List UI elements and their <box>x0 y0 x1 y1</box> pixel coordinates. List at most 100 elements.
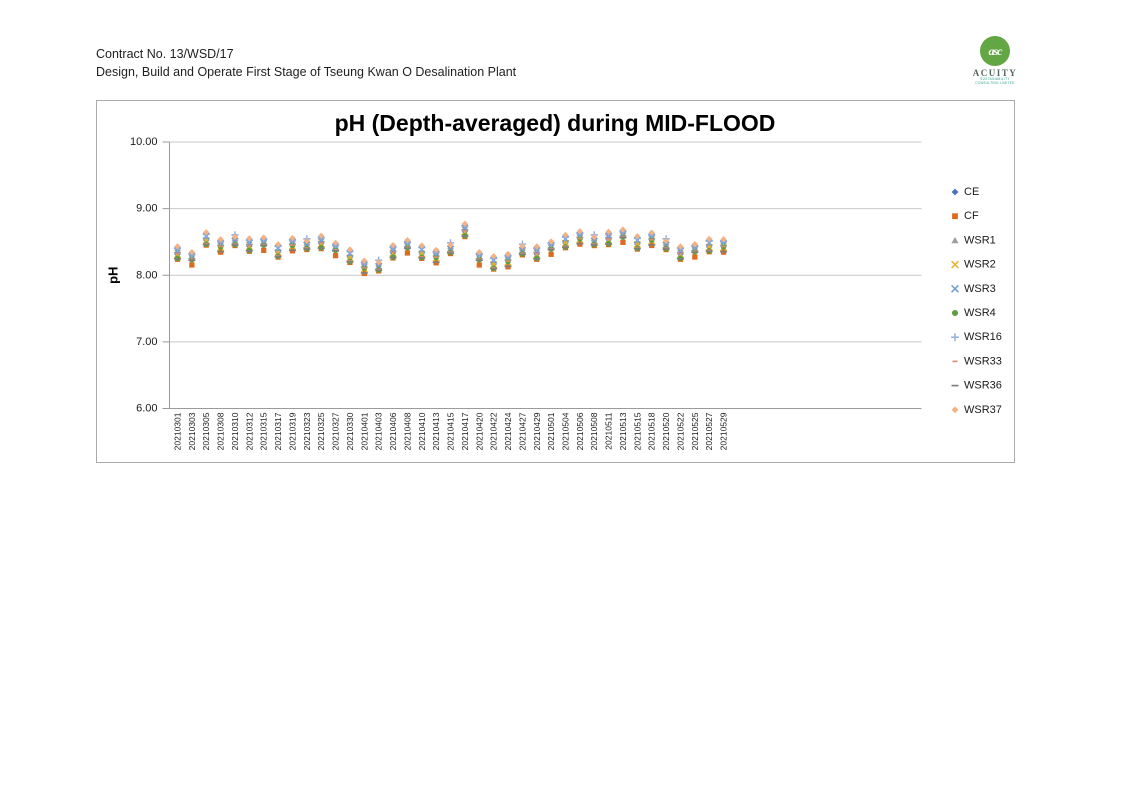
x-tick-label: 20210303 <box>187 412 197 450</box>
x-tick-label: 20210508 <box>589 412 599 450</box>
data-point <box>433 246 440 254</box>
legend-item: WSR37 <box>951 404 1002 416</box>
data-point <box>231 233 239 241</box>
legend-label: WSR33 <box>964 355 1002 367</box>
data-point <box>246 235 253 242</box>
data-point <box>620 239 626 245</box>
data-point <box>591 233 598 241</box>
y-axis-title: pH <box>106 267 121 284</box>
x-tick-label: 20210527 <box>704 412 714 450</box>
legend-label: WSR1 <box>964 234 996 246</box>
x-tick-label: 20210301 <box>173 412 183 450</box>
data-point <box>361 257 368 264</box>
x-tick-label: 20210424 <box>503 412 513 450</box>
y-tick-label: 7.00 <box>136 336 157 348</box>
x-tick-label: 20210513 <box>618 412 628 450</box>
data-point <box>691 241 698 248</box>
legend-item: CF <box>952 210 979 222</box>
x-tick-label: 20210403 <box>374 412 384 450</box>
legend-label: WSR37 <box>964 404 1002 416</box>
data-point <box>404 250 411 256</box>
x-tick-label: 20210520 <box>661 412 671 450</box>
x-tick-label: 20210525 <box>690 412 700 450</box>
chart-title: pH (Depth-averaged) during MID-FLOOD <box>335 110 776 136</box>
data-point <box>692 254 698 260</box>
data-point <box>504 250 512 258</box>
legend-item: CE <box>951 186 979 198</box>
legend-label: CE <box>964 186 979 198</box>
x-tick-label: 20210312 <box>244 412 254 450</box>
x-tick-label: 20210406 <box>388 412 398 450</box>
data-point <box>533 243 540 250</box>
legend-label: WSR3 <box>964 283 996 295</box>
data-point <box>188 249 195 256</box>
x-tick-label: 20210506 <box>575 412 585 450</box>
x-tick-label: 20210511 <box>604 412 614 449</box>
x-tick-label: 20210429 <box>532 412 542 450</box>
y-tick-label: 9.00 <box>136 203 157 215</box>
data-point <box>548 251 554 257</box>
x-tick-label: 20210422 <box>489 412 499 450</box>
x-tick-label: 20210327 <box>331 412 341 450</box>
x-tick-label: 20210417 <box>460 412 470 450</box>
data-point <box>605 228 612 235</box>
data-point <box>476 249 483 256</box>
document-header: Contract No. 13/WSD/17 Design, Build and… <box>96 45 516 81</box>
data-point <box>706 235 713 242</box>
x-tick-label: 20210317 <box>273 412 283 450</box>
chart-figure: 6.00 7.00 8.00 9.00 10.00 pH (Depth-averaged)… <box>96 100 1015 463</box>
data-point <box>662 237 670 245</box>
data-point <box>476 262 482 268</box>
project-title: Design, Build and Operate First Stage of… <box>96 65 517 79</box>
y-tick-label: 8.00 <box>136 269 157 281</box>
x-tick-label: 20210518 <box>647 412 657 450</box>
legend-label: WSR16 <box>964 331 1002 343</box>
legend-item: WSR33 <box>952 355 1002 367</box>
x-tick-label: 20210319 <box>287 412 297 450</box>
legend-label: WSR2 <box>964 259 996 271</box>
data-point <box>490 253 497 260</box>
data-point <box>332 239 339 246</box>
x-tick-label: 20210420 <box>474 412 484 450</box>
contract-number: Contract No. 13/WSD/17 <box>96 47 234 61</box>
legend-item: WSR1 <box>951 234 996 246</box>
x-tick-label: 20210515 <box>632 412 642 450</box>
x-tick-label: 20210427 <box>517 412 527 450</box>
data-point <box>519 243 526 250</box>
x-tick-label: 20210522 <box>675 412 685 450</box>
legend-item: WSR3 <box>951 283 996 295</box>
x-tick-label: 20210323 <box>302 412 312 450</box>
company-logo: asc ACUITY SUSTAINABILITY CONSULTING LIM… <box>971 36 1019 85</box>
data-point <box>447 241 454 249</box>
x-tick-label: 20210529 <box>719 412 729 450</box>
x-tick-label: 20210501 <box>546 412 556 450</box>
x-tick-label: 20210415 <box>446 412 456 450</box>
logo-subtext-line2: CONSULTING LIMITED <box>975 80 1015 85</box>
x-tick-label: 20210401 <box>359 412 369 450</box>
data-point <box>332 253 339 259</box>
data-point <box>461 220 468 227</box>
logo-name: ACUITY <box>972 68 1018 78</box>
data-point <box>648 229 655 236</box>
y-tick-label: 6.00 <box>136 403 157 415</box>
data-point <box>562 231 569 238</box>
data-point <box>634 233 641 240</box>
data-point <box>318 232 325 239</box>
data-point <box>677 243 684 250</box>
x-tick-label: 20210310 <box>230 412 240 450</box>
logo-monogram-icon: asc <box>980 36 1010 66</box>
legend-item: WSR4 <box>951 307 996 319</box>
x-tick-label: 20210408 <box>402 412 412 450</box>
data-point <box>189 262 195 268</box>
data-point <box>404 237 411 244</box>
x-tick-label: 20210305 <box>201 412 211 450</box>
legend-label: CF <box>964 210 979 222</box>
logo-subtext-line1: SUSTAINABILITY <box>980 77 1010 81</box>
x-tick-label: 20210325 <box>316 412 326 450</box>
legend-label: WSR36 <box>964 380 1002 392</box>
x-tick-label: 20210410 <box>417 412 427 450</box>
data-point <box>261 247 267 253</box>
data-point <box>346 246 354 253</box>
x-tick-label: 20210308 <box>216 412 226 450</box>
data-point <box>720 236 727 243</box>
